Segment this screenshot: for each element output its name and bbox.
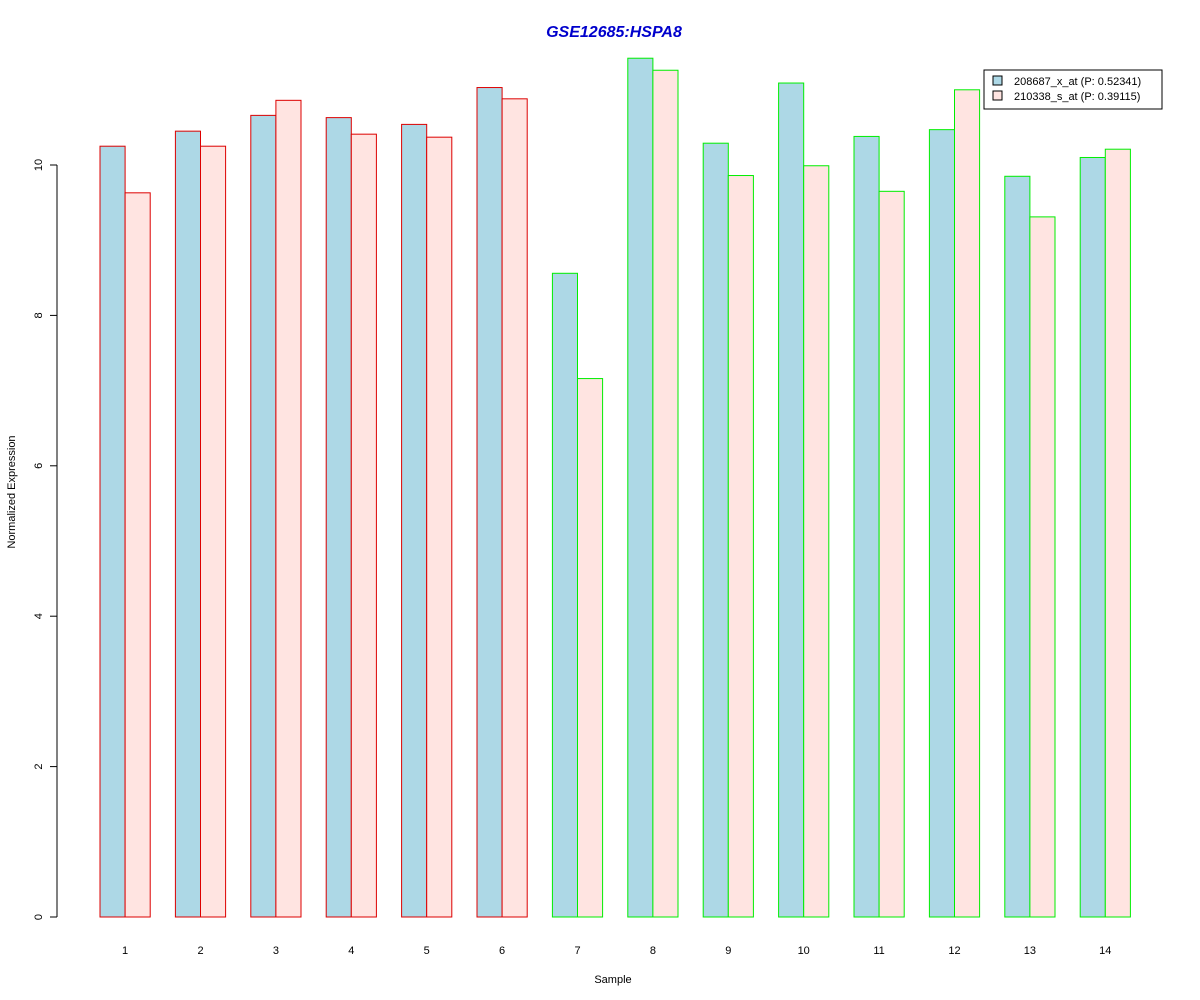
bar-sample-9-series-2: [727, 175, 754, 918]
x-tick-label: 5: [424, 945, 430, 957]
bar-sample-2-series-2: [200, 145, 227, 918]
x-tick-label: 12: [948, 945, 960, 957]
bar-sample-4-series-1: [325, 117, 352, 918]
legend-swatch: [992, 75, 1003, 86]
y-tick-label: 6: [33, 463, 45, 469]
y-axis: 0 2 4 6 8 10: [33, 159, 58, 920]
legend-swatch: [992, 90, 1003, 101]
bar-sample-3-series-1: [250, 114, 277, 918]
bar-sample-1-series-1: [99, 145, 126, 918]
bar-sample-8-series-1: [627, 57, 654, 918]
x-tick-labels: 1 2 3 4 5 6 7 8 9 10 11 12 13 14: [122, 945, 1111, 957]
bar-sample-13-series-1: [1004, 175, 1031, 918]
bar-sample-1-series-2: [124, 192, 151, 918]
bar-sample-6-series-1: [476, 87, 503, 918]
bar-sample-10-series-2: [803, 165, 830, 918]
legend-entry: 210338_s_at (P: 0.39115): [1014, 91, 1140, 103]
legend-entry: 208687_x_at (P: 0.52341): [1014, 76, 1141, 88]
bar-sample-12-series-1: [928, 129, 956, 918]
x-axis-label: Sample: [594, 974, 631, 986]
legend: 208687_x_at (P: 0.52341) 210338_s_at (P: …: [983, 69, 1163, 110]
x-tick-label: 8: [650, 945, 656, 957]
bar-sample-14-series-2: [1104, 148, 1131, 918]
bar-sample-11-series-1: [853, 135, 880, 918]
bar-sample-8-series-2: [652, 69, 679, 918]
bar-sample-10-series-1: [778, 82, 805, 918]
x-tick-label: 14: [1099, 945, 1111, 957]
bar-sample-11-series-2: [878, 190, 905, 918]
bar-sample-6-series-2: [501, 98, 528, 918]
bar-sample-12-series-2: [954, 89, 981, 918]
bar-sample-5-series-2: [426, 136, 453, 918]
bar-sample-7-series-1: [551, 272, 579, 918]
bar-series-group: [99, 57, 1131, 918]
y-tick-label: 8: [33, 312, 45, 318]
bar-sample-3-series-2: [275, 99, 302, 918]
x-tick-label: 10: [798, 945, 810, 957]
x-tick-label: 4: [348, 945, 354, 957]
x-tick-label: 9: [725, 945, 731, 957]
y-tick-label: 10: [33, 159, 45, 171]
x-tick-label: 11: [873, 945, 884, 957]
bar-sample-5-series-1: [401, 123, 428, 918]
x-tick-label: 1: [122, 945, 128, 957]
bar-sample-14-series-1: [1079, 156, 1106, 918]
bar-sample-9-series-1: [702, 142, 729, 918]
x-tick-label: 7: [574, 945, 580, 957]
x-tick-label: 3: [273, 945, 279, 957]
bar-sample-13-series-2: [1029, 216, 1056, 918]
y-tick-label: 0: [33, 914, 45, 920]
x-tick-label: 2: [197, 945, 203, 957]
bar-sample-4-series-2: [350, 133, 377, 918]
legend-box: [983, 69, 1163, 110]
chart-title: GSE12685:HSPA8: [546, 24, 682, 41]
y-axis-label: Normalized Expression: [6, 435, 18, 548]
bar-sample-7-series-2: [577, 378, 604, 918]
y-tick-label: 2: [33, 764, 45, 770]
y-tick-label: 4: [33, 613, 45, 619]
x-tick-label: 13: [1024, 945, 1036, 957]
x-tick-label: 6: [499, 945, 505, 957]
bar-sample-2-series-1: [174, 130, 201, 918]
